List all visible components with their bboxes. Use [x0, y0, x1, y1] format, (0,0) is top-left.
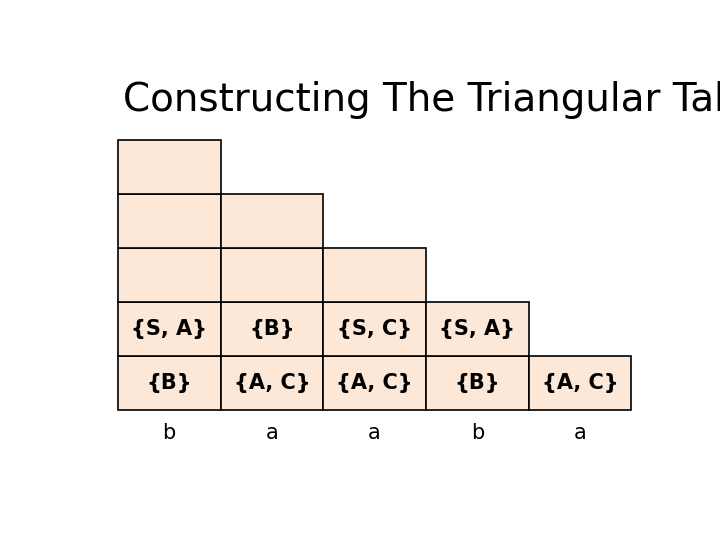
- Bar: [118, 302, 220, 356]
- Bar: [220, 194, 323, 248]
- Text: {A, C}: {A, C}: [336, 373, 413, 393]
- Text: {S, A}: {S, A}: [439, 319, 516, 339]
- Bar: [220, 356, 323, 410]
- Text: {A, C}: {A, C}: [541, 373, 618, 393]
- Bar: [220, 248, 323, 302]
- Text: {B}: {B}: [454, 373, 500, 393]
- Bar: [118, 248, 220, 302]
- Text: {B}: {B}: [249, 319, 294, 339]
- Text: {A, C}: {A, C}: [233, 373, 310, 393]
- Bar: [426, 302, 528, 356]
- Bar: [118, 140, 220, 194]
- Bar: [118, 356, 220, 410]
- Text: b: b: [471, 423, 484, 443]
- Text: a: a: [574, 423, 586, 443]
- Text: b: b: [163, 423, 176, 443]
- Bar: [118, 194, 220, 248]
- Bar: [323, 356, 426, 410]
- Bar: [323, 248, 426, 302]
- Text: {S, A}: {S, A}: [131, 319, 207, 339]
- Bar: [426, 356, 528, 410]
- Text: Constructing The Triangular Table: Constructing The Triangular Table: [124, 82, 720, 119]
- Bar: [528, 356, 631, 410]
- Text: a: a: [368, 423, 381, 443]
- Text: {S, C}: {S, C}: [337, 319, 412, 339]
- Bar: [220, 302, 323, 356]
- Text: a: a: [266, 423, 279, 443]
- Text: {B}: {B}: [146, 373, 192, 393]
- Bar: [323, 302, 426, 356]
